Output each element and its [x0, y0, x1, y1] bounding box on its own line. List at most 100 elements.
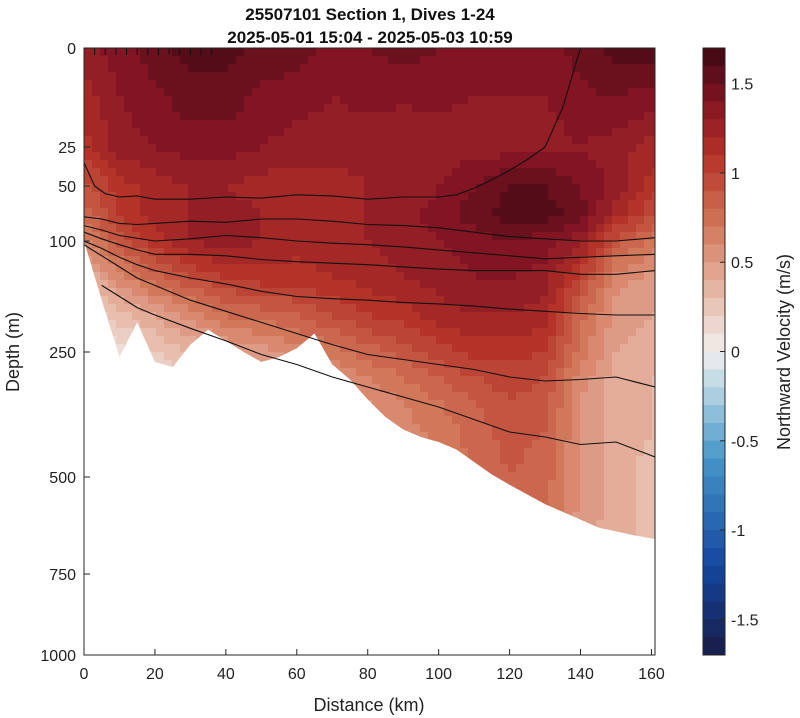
heatmap-cell [588, 344, 597, 353]
heatmap-cell [140, 320, 149, 329]
heatmap-cell [276, 120, 285, 129]
heatmap-cell [548, 384, 557, 393]
heatmap-cell [524, 384, 533, 393]
heatmap-cell [628, 240, 637, 249]
heatmap-cell [148, 328, 157, 337]
heatmap-cell [516, 136, 525, 145]
heatmap-cell [460, 432, 469, 441]
heatmap-cell [388, 120, 397, 129]
heatmap-cell [428, 192, 437, 201]
heatmap-cell [124, 296, 133, 305]
heatmap-cell [492, 416, 501, 425]
heatmap-cell [116, 72, 125, 81]
heatmap-cell [148, 256, 157, 265]
heatmap-cell [116, 288, 125, 297]
heatmap-cell [620, 272, 629, 281]
heatmap-cell [316, 112, 325, 121]
heatmap-cell [364, 192, 373, 201]
heatmap-cell [140, 128, 149, 137]
heatmap-cell [356, 352, 365, 361]
heatmap-cell [284, 288, 293, 297]
heatmap-cell [412, 368, 421, 377]
heatmap-cell [124, 152, 133, 161]
heatmap-cell [628, 304, 637, 313]
heatmap-cell [268, 264, 277, 273]
heatmap-cell [340, 128, 349, 137]
heatmap-cell [484, 344, 493, 353]
heatmap-cell [484, 312, 493, 321]
heatmap-cell [572, 488, 581, 497]
heatmap-cell [292, 344, 301, 353]
heatmap-cell [612, 336, 621, 345]
heatmap-cell [228, 256, 237, 265]
heatmap-cell [460, 136, 469, 145]
heatmap-cell [348, 368, 357, 377]
heatmap-cell [540, 128, 549, 137]
heatmap-cell [636, 368, 645, 377]
colorbar-step [703, 155, 725, 174]
heatmap-cell [444, 424, 453, 433]
heatmap-cell [268, 200, 277, 209]
heatmap-cell [300, 112, 309, 121]
heatmap-cell [332, 232, 341, 241]
heatmap-cell [220, 208, 229, 217]
heatmap-cell [492, 264, 501, 273]
heatmap-cell [596, 408, 605, 417]
heatmap-cell [460, 128, 469, 137]
heatmap-cell [404, 376, 413, 385]
heatmap-cell [380, 72, 389, 81]
heatmap-cell [452, 384, 461, 393]
heatmap-cell [580, 224, 589, 233]
heatmap-cell [652, 256, 655, 265]
heatmap-cell [140, 328, 149, 337]
heatmap-cell [556, 408, 565, 417]
heatmap-cell [332, 144, 341, 153]
heatmap-cell [652, 48, 655, 57]
heatmap-cell [308, 80, 317, 89]
heatmap-cell [436, 368, 445, 377]
heatmap-cell [244, 224, 253, 233]
colorbar-step [703, 530, 725, 549]
heatmap-cell [436, 344, 445, 353]
heatmap-cell [284, 104, 293, 113]
colorbar-step [703, 458, 725, 477]
heatmap-cell [556, 432, 565, 441]
heatmap-cell [612, 48, 621, 57]
heatmap-cell [428, 200, 437, 209]
heatmap-cell [604, 312, 613, 321]
heatmap-cell [196, 256, 205, 265]
heatmap-cell [556, 296, 565, 305]
heatmap-cell [348, 152, 357, 161]
heatmap-cell [596, 512, 605, 521]
heatmap-cell [468, 376, 477, 385]
heatmap-cell [268, 312, 277, 321]
heatmap-cell [572, 440, 581, 449]
heatmap-cell [604, 408, 613, 417]
heatmap-cell [428, 408, 437, 417]
heatmap-cell [316, 320, 325, 329]
heatmap-cell [556, 88, 565, 97]
heatmap-cell [532, 304, 541, 313]
heatmap-cell [628, 416, 637, 425]
heatmap-cell [380, 240, 389, 249]
heatmap-cell [252, 112, 261, 121]
heatmap-cell [140, 136, 149, 145]
heatmap-cell [620, 136, 629, 145]
heatmap-cell [100, 264, 109, 273]
heatmap-cell [476, 424, 485, 433]
heatmap-cell [292, 240, 301, 249]
heatmap-cell [612, 80, 621, 89]
heatmap-cell [156, 64, 165, 73]
heatmap-cell [276, 304, 285, 313]
heatmap-cell [228, 80, 237, 89]
heatmap-cell [124, 208, 133, 217]
heatmap-cell [652, 464, 655, 473]
heatmap-cell [364, 72, 373, 81]
heatmap-cell [572, 336, 581, 345]
heatmap-cell [340, 168, 349, 177]
heatmap-cell [636, 72, 645, 81]
heatmap-cell [628, 384, 637, 393]
heatmap-cell [116, 80, 125, 89]
heatmap-cell [156, 224, 165, 233]
heatmap-cell [180, 120, 189, 129]
